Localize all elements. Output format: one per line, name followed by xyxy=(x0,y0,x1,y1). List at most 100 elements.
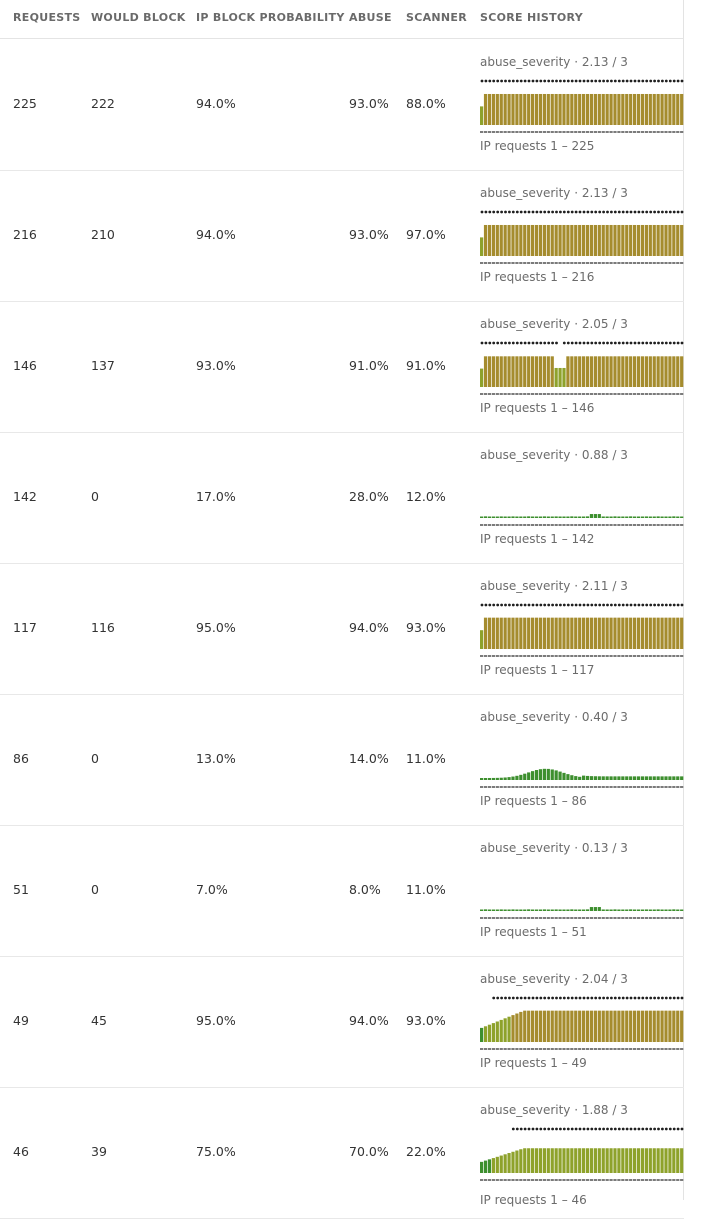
score-bar xyxy=(636,516,641,518)
request-strip-tick xyxy=(519,262,523,264)
score-history-sparkline[interactable] xyxy=(478,1117,684,1181)
ip-requests-range-label: IP requests 1 – 216 xyxy=(480,270,595,284)
block-marker-dot xyxy=(617,603,621,607)
table-row[interactable]: 146 137 93.0% 91.0% 91.0% abuse_severity · 2.… xyxy=(0,301,684,433)
request-strip-tick xyxy=(589,393,594,395)
request-strip-tick xyxy=(483,917,488,919)
table-row[interactable]: 142 0 17.0% 28.0% 12.0% abuse_severity · 0.88… xyxy=(0,432,684,564)
block-marker-dot xyxy=(578,341,582,345)
score-bar xyxy=(503,617,507,649)
request-strip-tick xyxy=(503,524,507,526)
score-bar xyxy=(538,1010,543,1042)
score-history-sparkline[interactable] xyxy=(478,331,684,395)
score-history-sparkline[interactable] xyxy=(478,69,684,133)
score-bar xyxy=(558,909,562,911)
table-row[interactable]: 49 45 95.0% 94.0% 93.0% abuse_severity · 2.04… xyxy=(0,956,684,1088)
table-row[interactable]: 86 0 13.0% 14.0% 11.0% abuse_severity · 0.40 … xyxy=(0,694,684,826)
score-bar xyxy=(613,776,617,780)
block-marker-dot xyxy=(547,996,551,1000)
score-bar xyxy=(601,224,605,256)
table-row[interactable]: 51 0 7.0% 8.0% 11.0% abuse_severity · 0.13 / … xyxy=(0,825,684,957)
score-bar xyxy=(487,356,492,387)
block-marker-dot xyxy=(543,1127,547,1131)
col-scanner-header[interactable]: SCANNER xyxy=(406,11,468,24)
abuse-cell: 14.0% xyxy=(349,751,389,766)
block-marker-dot xyxy=(523,1127,527,1131)
score-history-title: abuse_severity · 0.88 / 3 xyxy=(480,448,628,462)
score-bar xyxy=(558,1010,562,1042)
request-strip-tick xyxy=(542,1179,546,1181)
score-bar xyxy=(483,356,488,387)
score-bar xyxy=(640,93,645,125)
score-bar xyxy=(629,93,633,125)
block-marker-dot xyxy=(559,79,562,83)
score-bar xyxy=(546,224,550,256)
request-strip-tick xyxy=(558,524,562,526)
score-history-sparkline[interactable] xyxy=(478,724,684,788)
request-strip-tick xyxy=(499,786,503,788)
score-history-sparkline[interactable] xyxy=(478,200,684,264)
score-bar xyxy=(633,1148,637,1173)
block-marker-dot xyxy=(500,210,503,214)
col-requests-header[interactable]: REQUESTS xyxy=(13,11,81,24)
score-history-sparkline[interactable] xyxy=(478,593,684,657)
block-marker-dot xyxy=(676,1127,680,1131)
score-bar xyxy=(593,356,597,387)
score-bar xyxy=(574,1148,578,1173)
score-bar xyxy=(511,1151,515,1173)
table-row[interactable]: 216 210 94.0% 93.0% 97.0% abuse_severity · 2.… xyxy=(0,170,684,302)
score-bar xyxy=(664,617,668,649)
request-strip-tick xyxy=(550,131,554,133)
request-strip-tick xyxy=(593,786,597,788)
score-bar xyxy=(629,356,633,387)
ip-requests-range-label: IP requests 1 – 51 xyxy=(480,925,587,939)
block-marker-dot xyxy=(539,1127,543,1131)
score-bar xyxy=(582,224,586,256)
request-strip-tick xyxy=(633,524,637,526)
request-strip-tick xyxy=(491,262,495,264)
block-marker-dot xyxy=(504,79,507,83)
score-bar xyxy=(633,909,637,911)
table-row[interactable]: 117 116 95.0% 94.0% 93.0% abuse_severity · 2.… xyxy=(0,563,684,695)
block-marker-dot xyxy=(492,603,496,607)
request-strip-tick xyxy=(531,917,535,919)
request-strip-tick xyxy=(499,1179,503,1181)
block-marker-dot xyxy=(657,210,660,214)
score-bar xyxy=(480,909,484,911)
score-bar xyxy=(491,224,495,256)
block-marker-dot xyxy=(664,603,668,607)
score-bar xyxy=(589,356,594,387)
request-strip-tick xyxy=(491,1048,495,1050)
score-bar xyxy=(633,776,637,780)
score-bar xyxy=(511,1015,515,1042)
request-strip-tick xyxy=(534,1048,539,1050)
request-strip-tick xyxy=(503,393,507,395)
score-history-title: abuse_severity · 0.40 / 3 xyxy=(480,710,628,724)
score-bar xyxy=(593,224,597,256)
score-history-title: abuse_severity · 2.04 / 3 xyxy=(480,972,628,986)
request-strip-tick xyxy=(656,131,660,133)
score-history-sparkline[interactable] xyxy=(478,462,684,526)
score-bar xyxy=(617,1148,621,1173)
block-marker-dot xyxy=(547,1127,551,1131)
col-would-block-header[interactable]: WOULD BLOCK xyxy=(91,11,186,24)
block-marker-dot xyxy=(657,341,660,345)
score-bar xyxy=(664,224,668,256)
col-ip-block-probability-header[interactable]: IP BLOCK PROBABILITY xyxy=(196,11,345,24)
score-bar xyxy=(523,93,527,125)
request-strip-tick xyxy=(633,1179,637,1181)
table-row[interactable]: 225 222 94.0% 93.0% 88.0% abuse_severity · 2.… xyxy=(0,39,684,171)
request-strip-tick xyxy=(523,262,527,264)
block-marker-dot xyxy=(649,341,653,345)
col-abuse-header[interactable]: ABUSE xyxy=(349,11,392,24)
block-marker-dot xyxy=(602,603,605,607)
score-bar xyxy=(554,1010,558,1042)
table-row[interactable]: 46 39 75.0% 70.0% 22.0% abuse_severity · 1.88… xyxy=(0,1087,684,1219)
request-strip-tick xyxy=(668,1048,672,1050)
scrollbar-track[interactable] xyxy=(683,0,710,1200)
score-history-sparkline[interactable] xyxy=(478,986,684,1050)
score-bar xyxy=(656,1010,660,1042)
request-strip-tick xyxy=(515,131,519,133)
request-strip-tick xyxy=(601,524,605,526)
score-history-sparkline[interactable] xyxy=(478,855,684,919)
